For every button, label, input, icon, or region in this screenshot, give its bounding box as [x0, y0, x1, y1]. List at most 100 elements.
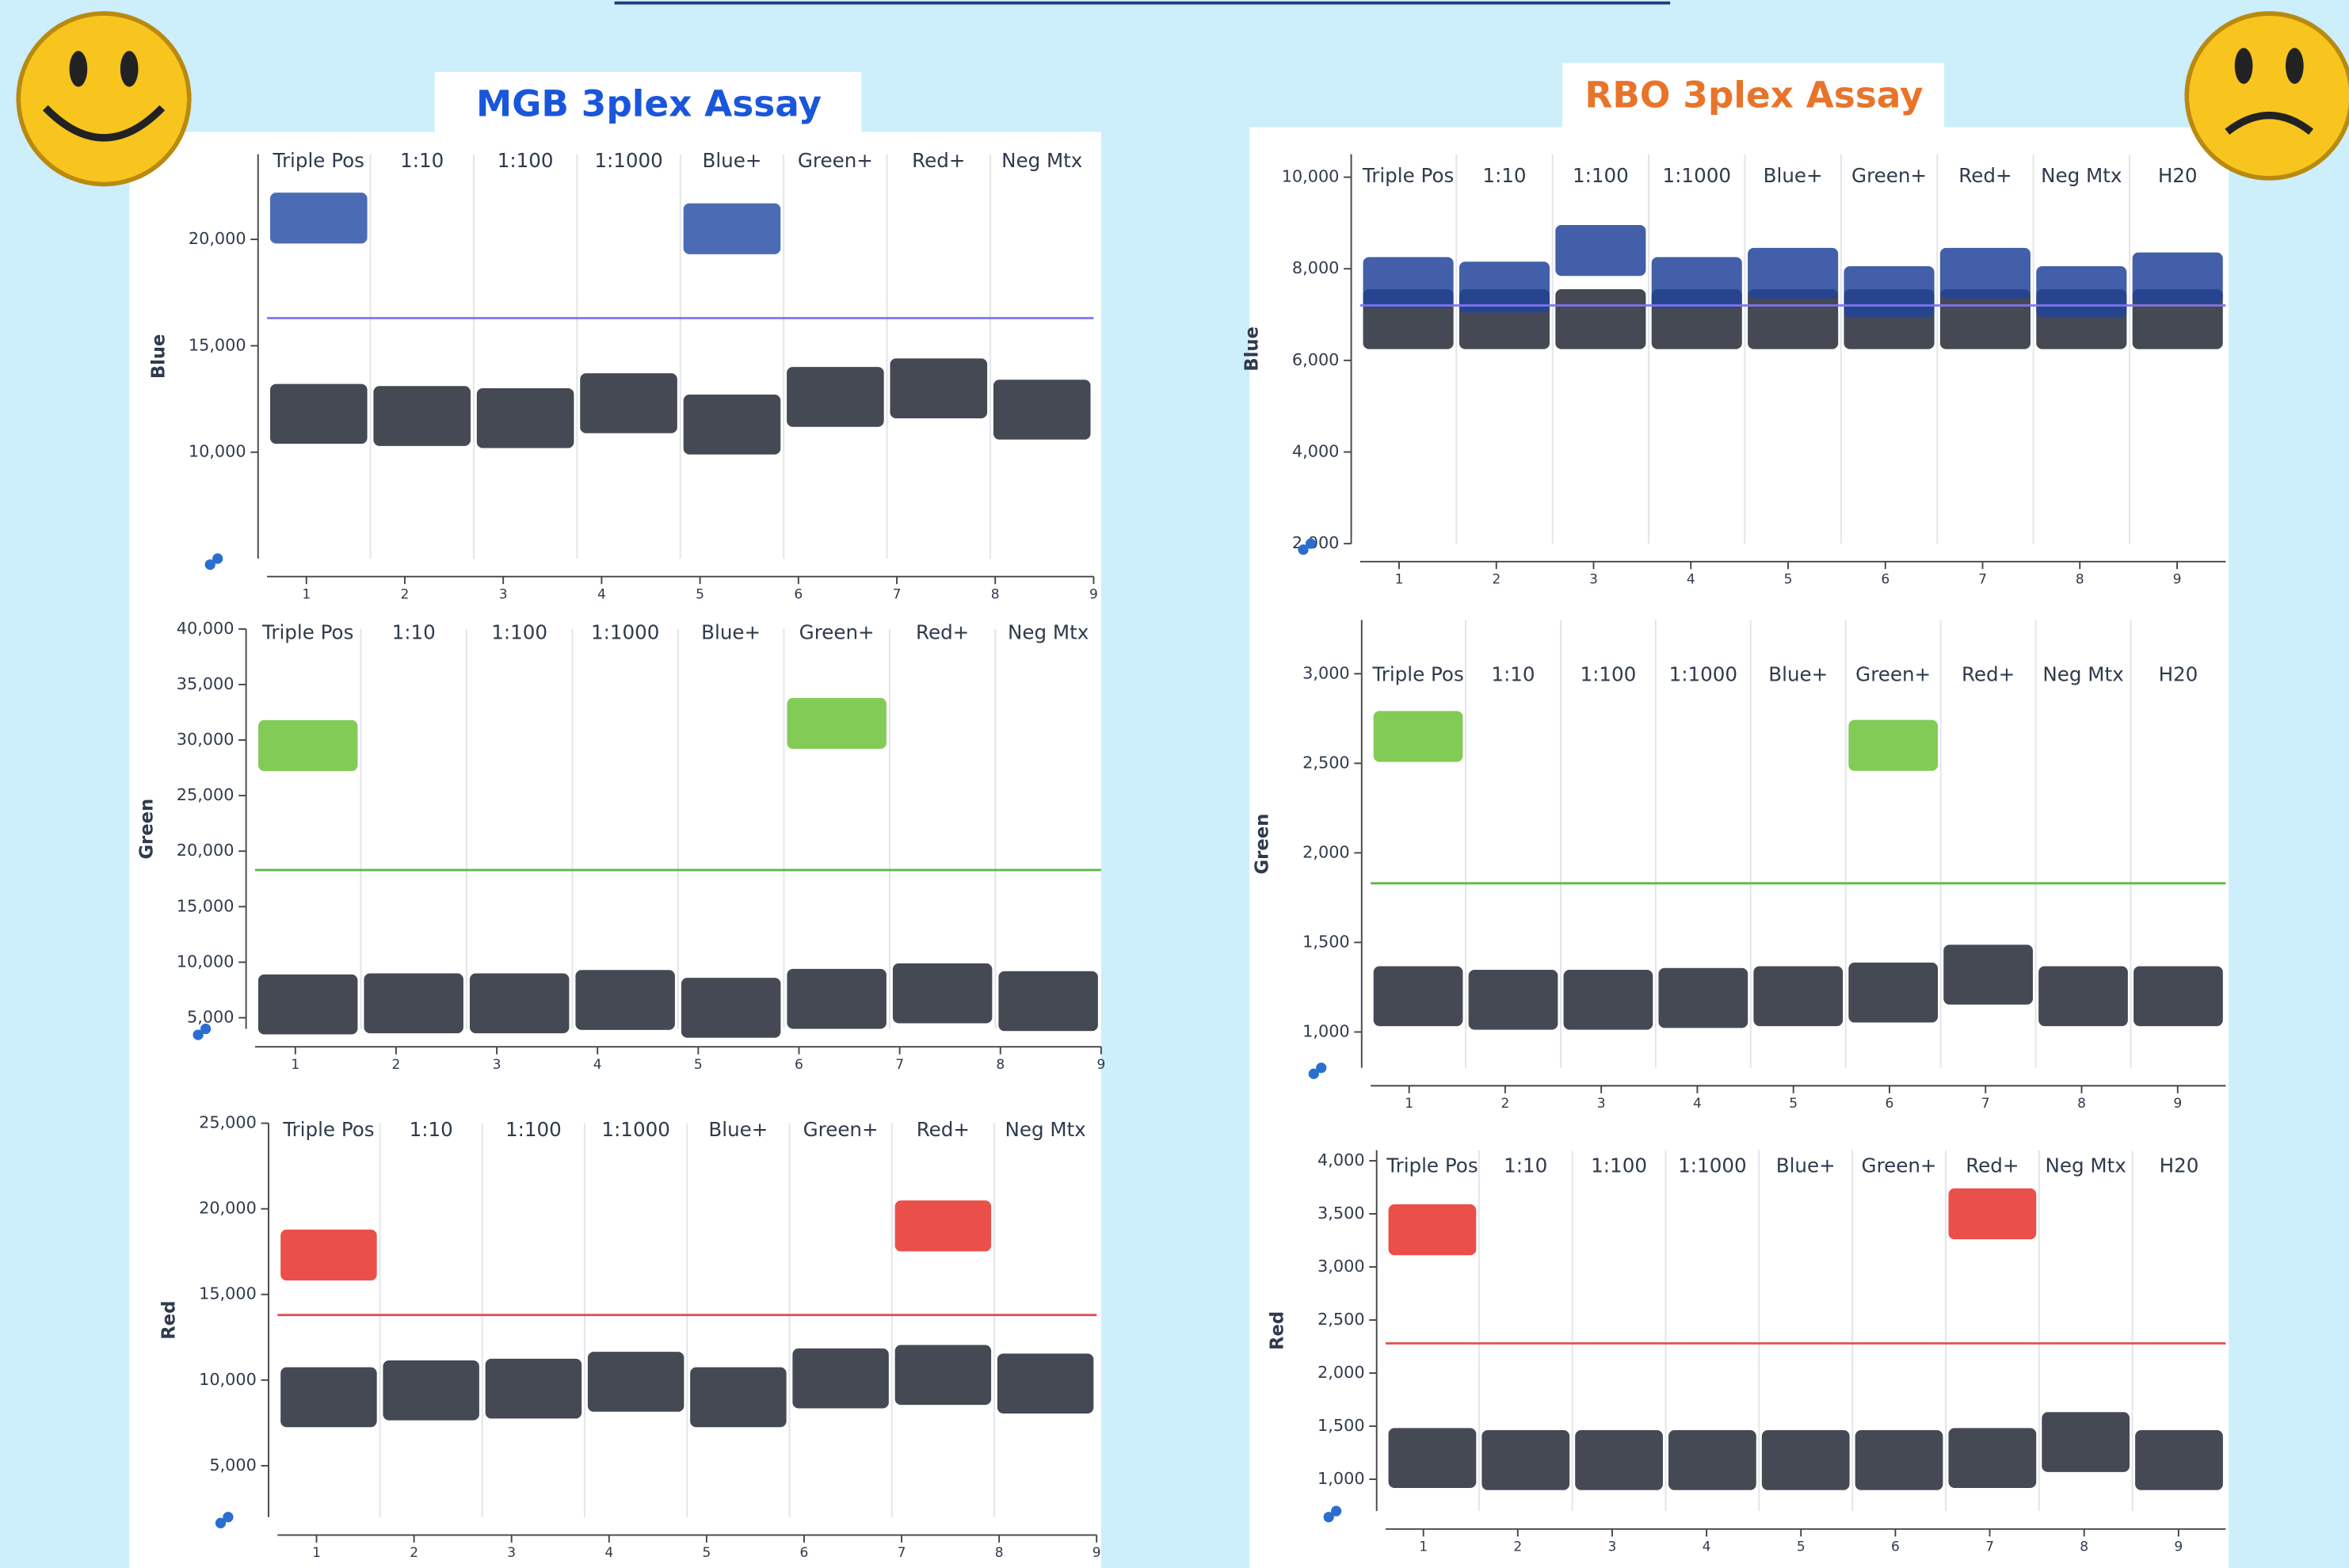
droplet-cluster: [1555, 289, 1646, 349]
well-label: 1:100: [1581, 662, 1637, 685]
droplet-cluster: [1748, 247, 1839, 299]
droplet-cluster: [683, 395, 781, 455]
x-tick-label: 2: [1492, 571, 1501, 587]
well-label: 1:1000: [1669, 662, 1737, 685]
well-label: 1:10: [400, 149, 444, 172]
well-label: Blue+: [702, 149, 761, 172]
x-tick-label: 4: [593, 1057, 602, 1073]
droplet-cluster: [1459, 261, 1550, 313]
droplet-cluster: [257, 719, 358, 772]
x-tick-label: 2: [1501, 1096, 1509, 1112]
droplet-cluster: [1844, 266, 1935, 318]
well-label: 1:1000: [1663, 164, 1731, 187]
well-label: Green+: [799, 621, 875, 644]
x-tick-label: 2: [1513, 1539, 1522, 1555]
well-label: 1:1000: [601, 1118, 669, 1141]
y-tick-label: 6,000: [1292, 350, 1340, 369]
x-tick-label: 8: [995, 1545, 1004, 1561]
icon: [200, 1023, 212, 1035]
droplet-cluster: [280, 1229, 377, 1281]
droplet-cluster: [1939, 247, 2031, 299]
x-tick-label: 8: [996, 1057, 1005, 1073]
droplet-cluster: [1943, 944, 2033, 1005]
well-label: Triple Pos: [1386, 1154, 1478, 1177]
droplet-cluster: [1761, 1430, 1850, 1490]
well-label: Blue+: [1768, 662, 1828, 685]
icon: [1305, 538, 1317, 549]
y-axis-label: Green: [136, 799, 157, 860]
x-tick-label: 8: [2077, 1096, 2086, 1112]
well-label: 1:10: [392, 621, 436, 644]
well-label: Neg Mtx: [1005, 1118, 1085, 1141]
icon: [1298, 544, 1309, 555]
x-tick-label: 3: [493, 1057, 501, 1073]
droplet-cluster: [269, 193, 368, 244]
y-tick-label: 15,000: [199, 1284, 257, 1303]
y-tick-label: 20,000: [189, 229, 246, 248]
droplet-cluster: [1575, 1430, 1663, 1490]
well-label: H20: [2158, 164, 2198, 187]
droplet-cluster: [997, 1353, 1094, 1413]
well-label: Triple Pos: [1362, 164, 1454, 187]
x-tick-label: 6: [1881, 571, 1889, 587]
icon: [215, 1517, 227, 1528]
droplet-cluster: [787, 968, 887, 1029]
y-tick-label: 2,500: [1302, 753, 1350, 772]
droplet-cluster: [894, 1200, 992, 1252]
x-tick-label: 7: [893, 586, 902, 602]
well-label: 1:1000: [1678, 1154, 1746, 1177]
droplet-cluster: [2132, 289, 2223, 349]
droplet-cluster: [1658, 967, 1748, 1028]
well-label: Triple Pos: [273, 149, 364, 172]
droplet-cluster: [1948, 1428, 2037, 1488]
x-tick-label: 3: [507, 1545, 516, 1561]
droplet-cluster: [2036, 266, 2127, 318]
droplet-cluster: [364, 973, 463, 1034]
droplet-cluster: [683, 203, 781, 254]
icon: [1316, 1063, 1327, 1074]
y-axis-label: Blue: [148, 334, 169, 380]
droplet-cluster: [1748, 289, 1839, 349]
right-title-box: [1562, 63, 1945, 129]
droplet-cluster: [1848, 719, 1939, 771]
droplet-cluster: [1388, 1428, 1477, 1488]
x-tick-label: 7: [1985, 1539, 1994, 1555]
left-title-box: [434, 71, 862, 135]
droplet-cluster: [892, 963, 993, 1024]
x-tick-label: 5: [1797, 1539, 1806, 1555]
well-label: Green+: [1855, 662, 1931, 685]
droplet-cluster: [1753, 966, 1844, 1027]
y-tick-label: 10,000: [189, 442, 246, 461]
droplet-cluster: [469, 973, 570, 1034]
droplet-cluster: [993, 380, 1091, 440]
well-label: Blue+: [1776, 1154, 1836, 1177]
droplet-cluster: [1481, 1430, 1570, 1490]
icon: [1308, 1068, 1319, 1079]
droplet-cluster: [681, 978, 781, 1038]
icon: [1331, 1505, 1342, 1516]
well-label: Blue+: [701, 621, 761, 644]
droplet-cluster: [2135, 1430, 2223, 1490]
x-tick-label: 2: [401, 586, 410, 602]
x-tick-label: 6: [1886, 1096, 1894, 1112]
droplet-cluster: [690, 1367, 787, 1428]
icon: [1323, 1512, 1334, 1523]
droplet-cluster: [890, 358, 988, 418]
x-tick-label: 6: [800, 1545, 809, 1561]
icon: [204, 559, 215, 570]
x-tick-label: 1: [302, 586, 311, 602]
well-label: 1:1000: [591, 621, 659, 644]
droplet-cluster: [587, 1352, 684, 1412]
well-label: 1:100: [1591, 1154, 1647, 1177]
x-tick-label: 1: [1419, 1539, 1428, 1555]
droplet-cluster: [280, 1367, 377, 1428]
y-tick-label: 10,000: [177, 952, 235, 971]
droplet-cluster: [1651, 257, 1742, 308]
droplet-cluster: [2134, 966, 2223, 1027]
well-label: Neg Mtx: [1001, 149, 1082, 172]
well-label: 1:10: [1491, 662, 1535, 685]
well-label: 1:100: [498, 149, 554, 172]
y-tick-label: 10,000: [1282, 167, 1340, 186]
droplet-cluster: [1939, 289, 2031, 349]
x-tick-label: 9: [1096, 1057, 1105, 1073]
